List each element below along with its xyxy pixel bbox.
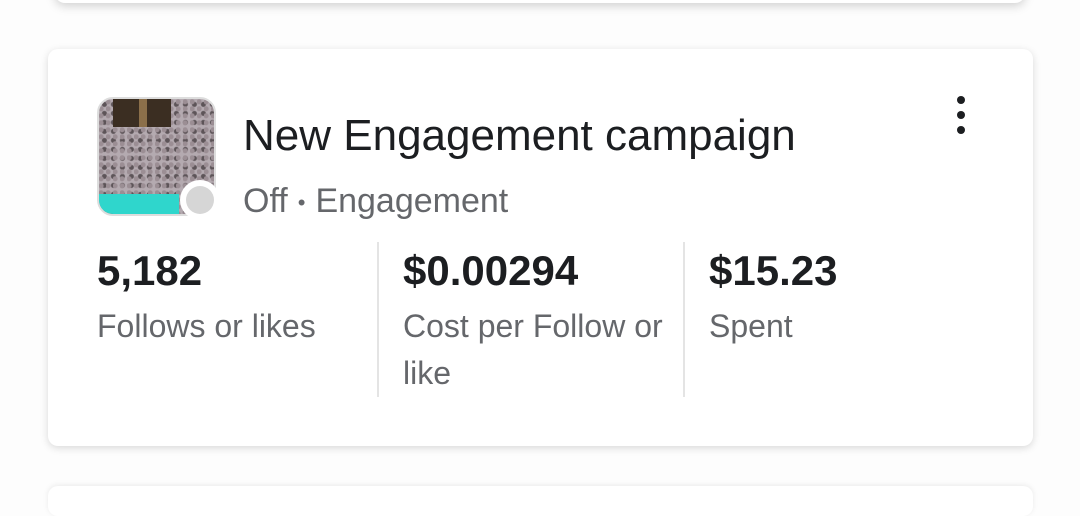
- more-options-icon[interactable]: [948, 94, 973, 136]
- stat-divider: [377, 242, 379, 397]
- thumbnail-detail: [113, 99, 171, 127]
- stat-spent: $15.23 Spent: [709, 247, 979, 350]
- thumbnail-banner: [99, 194, 179, 214]
- stat-label: Cost per Follow or like: [403, 308, 663, 391]
- status-indicator-dot: [186, 186, 214, 214]
- previous-campaign-card[interactable]: [55, 0, 1025, 3]
- campaign-thumbnail: [97, 97, 216, 216]
- stat-label: Spent: [709, 308, 793, 344]
- stat-follows: 5,182 Follows or likes: [97, 247, 367, 350]
- stat-value: $15.23: [709, 247, 838, 294]
- objective-text: Engagement: [315, 182, 509, 220]
- stat-label: Follows or likes: [97, 308, 316, 344]
- stat-divider: [683, 242, 685, 397]
- campaign-title: New Engagement campaign: [243, 111, 796, 160]
- status-text: Off: [243, 182, 288, 220]
- stat-value: 5,182: [97, 247, 203, 294]
- separator: •: [297, 190, 306, 216]
- next-campaign-card[interactable]: [48, 486, 1033, 516]
- stat-value: $0.00294: [403, 247, 579, 294]
- campaign-subtitle: Off • Engagement: [243, 182, 508, 221]
- stat-cost-per-result: $0.00294 Cost per Follow or like: [403, 247, 673, 397]
- campaign-card[interactable]: New Engagement campaign Off • Engagement 5…: [48, 49, 1033, 446]
